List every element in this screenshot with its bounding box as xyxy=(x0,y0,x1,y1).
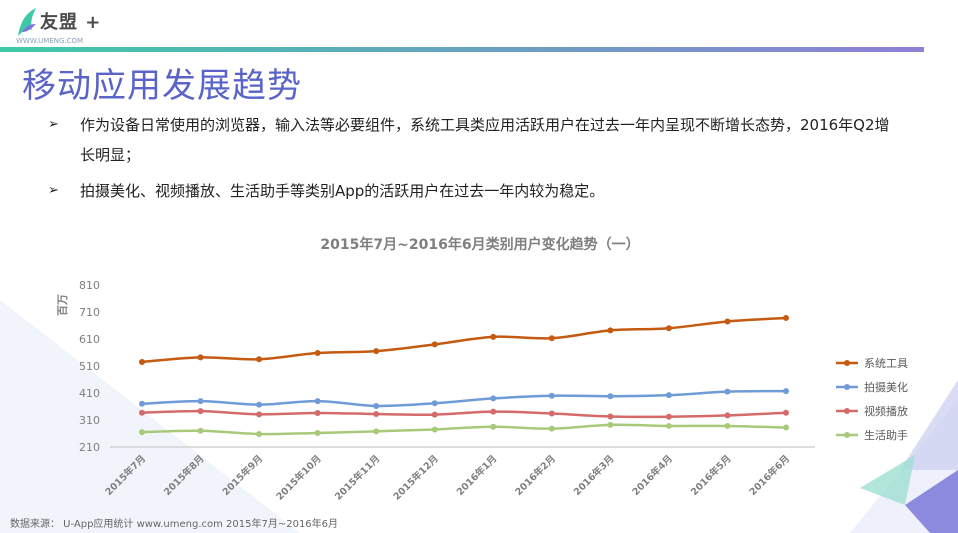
x-tick-label: 2016年4月 xyxy=(630,453,675,498)
bullet-text: 作为设备日常使用的浏览器，输入法等必要组件，系统工具类应用活跃用户在过去一年内呈… xyxy=(80,116,890,164)
x-tick-label: 2015年8月 xyxy=(161,453,206,498)
x-tick-label: 2016年1月 xyxy=(454,453,499,498)
data-point xyxy=(314,398,321,405)
legend-swatch-marker xyxy=(844,384,850,390)
data-point xyxy=(314,350,321,357)
y-axis-label: 百万 xyxy=(56,294,69,316)
data-point xyxy=(548,410,555,417)
page-title: 移动应用发展趋势 xyxy=(22,66,302,106)
legend-swatch-marker xyxy=(844,360,850,366)
bullet-item: ➢ 作为设备日常使用的浏览器，输入法等必要组件，系统工具类应用活跃用户在过去一年… xyxy=(48,110,898,170)
logo-text: 友盟 + xyxy=(40,12,102,33)
x-tick-label: 2015年9月 xyxy=(220,453,265,498)
bullet-list: ➢ 作为设备日常使用的浏览器，输入法等必要组件，系统工具类应用活跃用户在过去一年… xyxy=(48,110,898,206)
data-point xyxy=(548,335,555,342)
data-point xyxy=(314,409,321,416)
data-point xyxy=(256,411,263,418)
data-point xyxy=(256,356,263,363)
x-tick-label: 2015年7月 xyxy=(103,453,148,498)
logo: 友盟 + WWW.UMENG.COM xyxy=(14,6,134,48)
data-point xyxy=(431,400,438,407)
data-point xyxy=(490,395,497,402)
legend-label: 生活助手 xyxy=(864,428,908,442)
data-point xyxy=(783,314,789,321)
y-tick-label: 610 xyxy=(79,333,100,346)
x-tick-label: 2015年12月 xyxy=(391,453,441,503)
data-point xyxy=(724,422,731,429)
data-point xyxy=(373,348,380,355)
data-point xyxy=(783,388,789,395)
series-line xyxy=(141,423,787,436)
arrow-bullet-icon: ➢ xyxy=(48,117,59,132)
series-line xyxy=(141,389,787,408)
data-point xyxy=(431,426,438,433)
bullet-item: ➢ 拍摄美化、视频播放、生活助手等类别App的活跃用户在过去一年内较为稳定。 xyxy=(48,176,898,206)
data-point xyxy=(256,431,263,438)
x-tick-label: 2016年6月 xyxy=(747,453,792,498)
data-point xyxy=(197,408,204,415)
bird-logo-icon xyxy=(18,8,36,36)
data-point xyxy=(665,422,672,429)
y-tick-label: 810 xyxy=(79,279,100,292)
data-point xyxy=(548,392,555,399)
arrow-bullet-icon: ➢ xyxy=(48,183,59,198)
x-tick-label: 2015年11月 xyxy=(332,453,382,503)
data-point xyxy=(431,411,438,418)
data-source-note: 数据来源： U-App应用统计 www.umeng.com 2015年7月~20… xyxy=(10,519,339,530)
data-point xyxy=(490,423,497,430)
logo-subtext: WWW.UMENG.COM xyxy=(16,37,84,45)
y-tick-label: 710 xyxy=(79,306,100,319)
data-point xyxy=(490,333,497,340)
y-tick-label: 510 xyxy=(79,360,100,373)
data-point xyxy=(724,318,731,325)
header-gradient-bar xyxy=(0,47,924,52)
data-point xyxy=(665,392,672,399)
data-point xyxy=(665,413,672,420)
data-point xyxy=(314,429,321,436)
data-point xyxy=(724,388,731,395)
data-point xyxy=(490,408,497,415)
series-line xyxy=(141,409,787,419)
legend-swatch-marker xyxy=(844,408,850,414)
data-point xyxy=(607,413,614,420)
legend-label: 系统工具 xyxy=(864,357,908,370)
data-point xyxy=(139,429,145,436)
data-point xyxy=(607,327,614,334)
data-point xyxy=(783,424,789,431)
data-point xyxy=(431,341,438,348)
x-tick-label: 2016年5月 xyxy=(688,453,733,498)
y-tick-label: 210 xyxy=(79,441,100,454)
data-point xyxy=(373,428,380,435)
legend-label: 拍摄美化 xyxy=(864,380,908,394)
chart-title: 2015年7月~2016年6月类别用户变化趋势（一） xyxy=(320,236,639,253)
data-point xyxy=(373,402,380,409)
x-tick-label: 2016年2月 xyxy=(513,453,558,498)
x-tick-label: 2015年10月 xyxy=(274,453,324,503)
bullet-text: 拍摄美化、视频播放、生活助手等类别App的活跃用户在过去一年内较为稳定。 xyxy=(80,182,605,200)
data-point xyxy=(139,400,145,407)
data-point xyxy=(197,354,204,361)
data-point xyxy=(665,325,672,332)
series-line xyxy=(141,316,787,364)
data-point xyxy=(197,398,204,405)
data-point xyxy=(548,425,555,432)
data-point xyxy=(139,358,145,365)
data-point xyxy=(139,409,145,416)
data-point xyxy=(607,393,614,400)
data-point xyxy=(197,427,204,434)
legend-swatch-marker xyxy=(844,432,850,438)
data-point xyxy=(607,421,614,428)
y-tick-label: 310 xyxy=(79,414,100,427)
data-point xyxy=(256,401,263,408)
line-chart: 2015年7月~2016年6月类别用户变化趋势（一） 百万 210 310 410 5… xyxy=(56,236,908,503)
data-point xyxy=(724,412,731,419)
y-tick-label: 410 xyxy=(79,387,100,400)
data-point xyxy=(783,409,789,416)
x-tick-label: 2016年3月 xyxy=(571,453,616,498)
legend-label: 视频播放 xyxy=(864,404,908,418)
data-point xyxy=(373,411,380,418)
